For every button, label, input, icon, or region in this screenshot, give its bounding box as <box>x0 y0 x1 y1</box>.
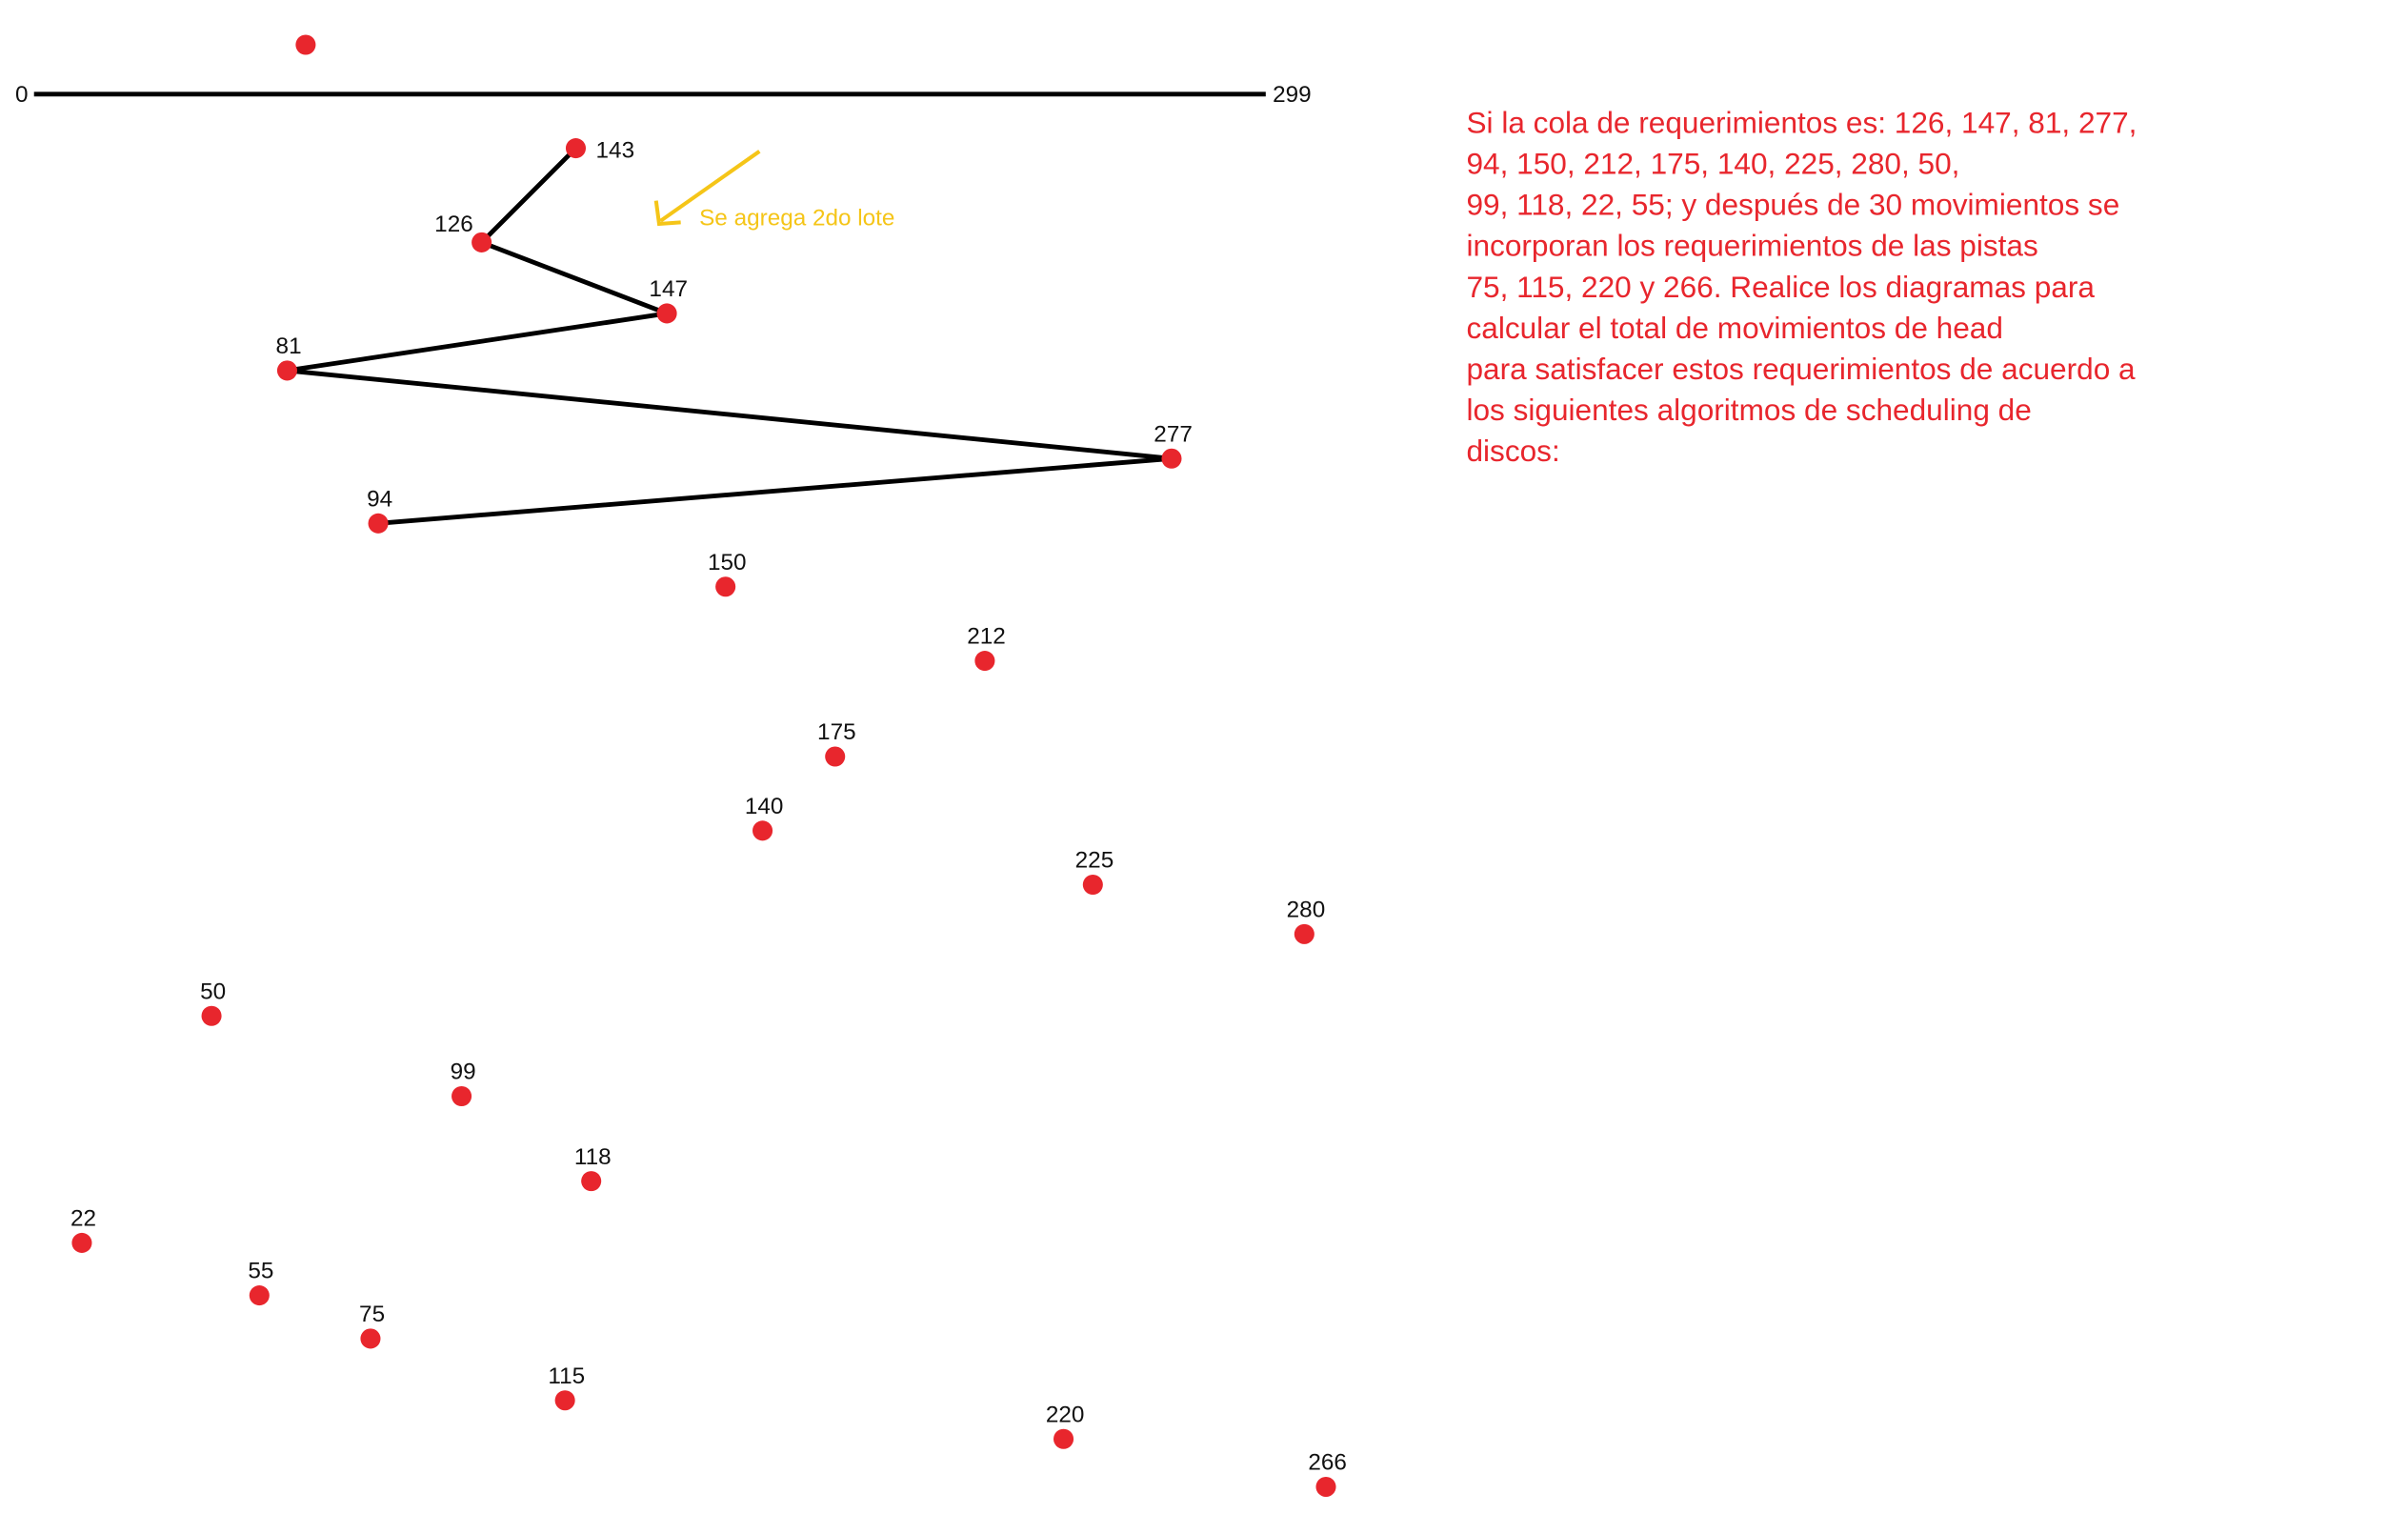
track-label: 22 <box>70 1206 96 1232</box>
track-dot <box>565 138 587 159</box>
track-label: 147 <box>649 276 688 302</box>
track-label: 126 <box>434 212 473 237</box>
problem-line: discos: <box>1466 434 1559 468</box>
track-dot <box>1082 874 1103 896</box>
head-path <box>287 146 1173 526</box>
track-dot <box>1054 1428 1074 1449</box>
problem-line: para satisfacer estos requerimientos de … <box>1466 352 2136 386</box>
head-movement <box>287 146 1173 526</box>
track-label: 212 <box>967 624 1006 650</box>
annotation: Se agrega 2do lote <box>699 206 894 232</box>
track-label: 50 <box>200 979 226 1004</box>
head-start <box>295 34 316 55</box>
track-dot <box>360 1328 381 1349</box>
track-label: 277 <box>1154 421 1193 447</box>
track-dot <box>249 1285 270 1306</box>
annotation-arrow <box>653 150 761 227</box>
track-label: 55 <box>248 1259 273 1284</box>
track-label: 220 <box>1046 1402 1085 1427</box>
track-dot <box>201 1005 222 1026</box>
track-dot <box>1161 448 1182 469</box>
track-dot <box>1315 1476 1336 1498</box>
problem-line: incorporan los requerimientos de las pis… <box>1466 229 2037 263</box>
track-label: 225 <box>1075 848 1114 874</box>
problem-line: 94, 150, 212, 175, 140, 225, 280, 50, <box>1466 146 1959 180</box>
track-label: 75 <box>359 1302 385 1327</box>
track-label: 280 <box>1287 898 1326 923</box>
track-label: 175 <box>817 719 856 745</box>
problem-line: los siguientes algoritmos de scheduling … <box>1466 393 2031 427</box>
nodes: 143 126 147 81 277 94 150 212 175 140 225 280 50 99 11… <box>70 137 1347 1498</box>
problem-line: calcular el total de movimientos de head <box>1466 311 2002 345</box>
track-label: 81 <box>276 333 302 359</box>
problem-text: Si la cola de requerimientos es: 126, 14… <box>1466 105 2137 468</box>
track-dot <box>368 513 389 534</box>
track-dot <box>715 576 736 597</box>
track-dot <box>1294 923 1314 944</box>
track-dot <box>276 360 297 381</box>
track-label: 266 <box>1308 1450 1347 1476</box>
track-label: 150 <box>708 550 747 575</box>
track-dot <box>554 1390 575 1411</box>
track-label: 94 <box>367 487 392 513</box>
axis-end: 299 <box>1273 82 1312 108</box>
track-dot <box>825 746 846 767</box>
track-dot <box>656 303 677 324</box>
track-label: 115 <box>548 1363 585 1389</box>
track-label: 99 <box>451 1060 476 1085</box>
problem-line: Si la cola de requerimientos es: 126, 14… <box>1466 105 2137 139</box>
track-dot <box>974 651 995 672</box>
track-dot <box>452 1085 472 1107</box>
problem-line: 75, 115, 220 y 266. Realice los diagrama… <box>1466 270 2095 304</box>
track-dot <box>71 1232 92 1253</box>
track-dot <box>472 232 492 252</box>
track-dot <box>581 1171 602 1192</box>
problem-line: 99, 118, 22, 55; y después de 30 movimie… <box>1466 188 2119 222</box>
track-label: 118 <box>574 1144 612 1170</box>
track-label: 140 <box>745 794 784 819</box>
axis-start: 0 <box>15 82 29 108</box>
track-dot <box>752 820 773 841</box>
track-label: 143 <box>596 137 635 163</box>
